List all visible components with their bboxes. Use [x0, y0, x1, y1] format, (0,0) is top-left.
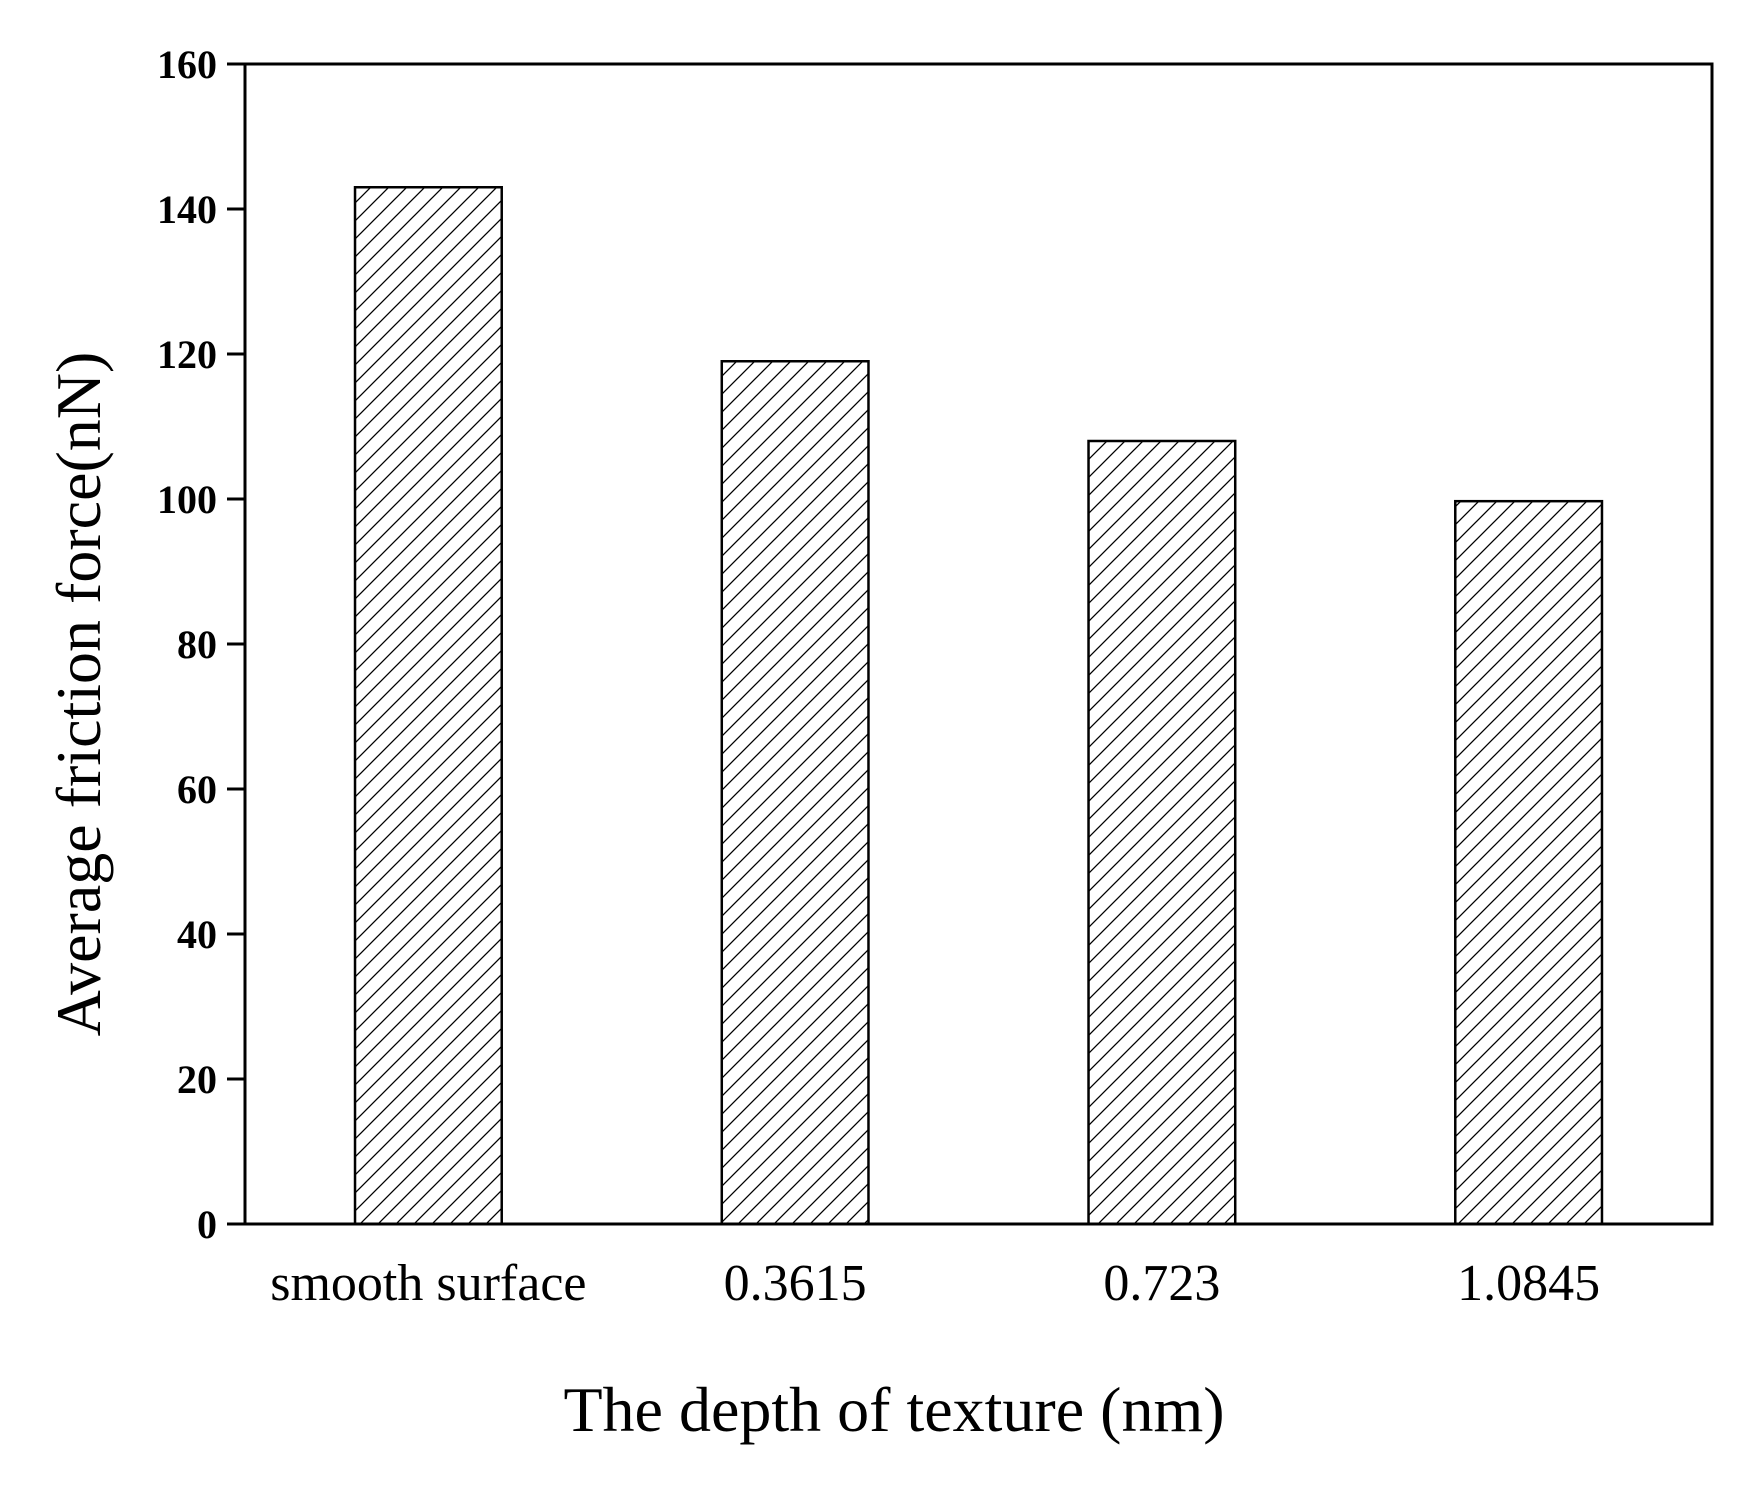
x-category-label: smooth surface — [270, 1255, 586, 1312]
x-axis-categories: smooth surface 0.3615 0.723 1.0845 — [270, 1255, 1600, 1312]
y-tick-label: 20 — [177, 1057, 217, 1102]
y-tick-label: 120 — [157, 332, 217, 377]
x-category-label: 1.0845 — [1457, 1255, 1600, 1312]
bar-2 — [720, 360, 870, 1226]
bar-4 — [1454, 499, 1604, 1226]
y-tick-label: 80 — [177, 622, 217, 667]
y-tick-label: 40 — [177, 912, 217, 957]
bar-1 — [353, 186, 503, 1226]
x-axis-title: The depth of texture (nm) — [563, 1374, 1224, 1445]
y-tick-label: 160 — [157, 42, 217, 87]
bar-3 — [1087, 439, 1237, 1226]
y-axis-ticks: 0 20 40 60 80 100 120 140 160 — [157, 42, 245, 1247]
y-tick-label: 140 — [157, 187, 217, 232]
y-tick-label: 60 — [177, 767, 217, 812]
y-tick-label: 100 — [157, 477, 217, 522]
y-axis-title: Average friction force(nN) — [43, 352, 114, 1037]
x-category-label: 0.723 — [1103, 1255, 1220, 1312]
x-category-label: 0.3615 — [724, 1255, 867, 1312]
bars-layer — [353, 186, 1604, 1226]
y-tick-label: 0 — [197, 1202, 217, 1247]
